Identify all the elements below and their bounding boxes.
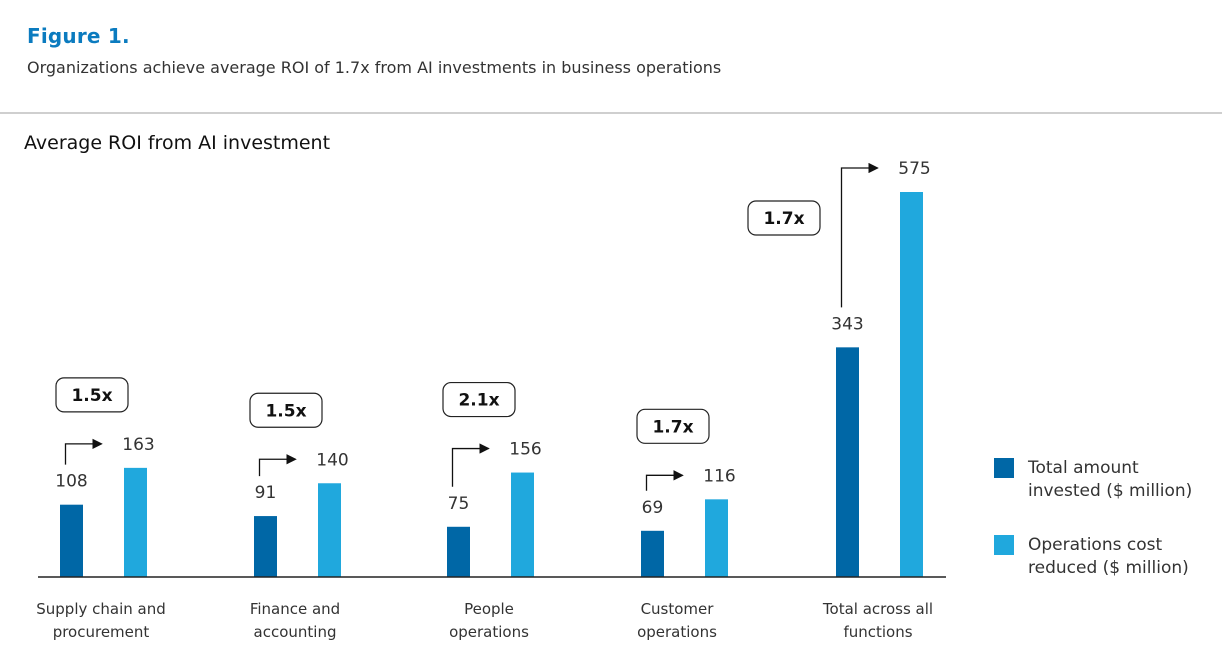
roi-badge — [442, 381, 516, 418]
bar-invested — [60, 504, 83, 577]
value-label-invested: 69 — [642, 498, 664, 518]
value-label-invested: 91 — [255, 483, 277, 503]
bar-cost-reduced — [900, 192, 923, 577]
bar-invested — [447, 526, 470, 577]
value-label-invested: 75 — [448, 494, 470, 514]
category-label: procurement — [53, 623, 150, 641]
legend-label: Operations cost — [1028, 535, 1162, 555]
roi-badge — [636, 408, 710, 444]
bar-invested — [836, 347, 859, 577]
roi-badge-label: 1.7x — [763, 209, 804, 229]
value-label-cost-reduced: 156 — [509, 440, 541, 460]
roi-badge-label: 2.1x — [458, 391, 499, 411]
roi-badge — [249, 392, 323, 428]
category-label: Total across all — [822, 600, 933, 618]
figure-subtitle: Organizations achieve average ROI of 1.7… — [27, 58, 722, 77]
legend-label: reduced ($ million) — [1028, 558, 1189, 578]
bar-cost-reduced — [318, 483, 341, 577]
roi-badge — [747, 200, 821, 236]
bar-invested — [254, 516, 277, 577]
value-label-invested: 343 — [831, 314, 863, 334]
roi-badge-label: 1.7x — [652, 417, 693, 437]
bar-cost-reduced — [511, 472, 534, 577]
category-label: People — [464, 600, 514, 618]
category-label: operations — [449, 623, 529, 641]
category-label: accounting — [254, 623, 337, 641]
category-label: functions — [843, 623, 912, 641]
roi-badge-label: 1.5x — [71, 386, 112, 406]
roi-badge-label: 1.5x — [265, 401, 306, 421]
growth-arrow-icon — [645, 470, 684, 491]
legend-label: Total amount — [1027, 458, 1139, 478]
chart-title: Average ROI from AI investment — [24, 132, 331, 154]
growth-arrow-icon — [451, 443, 490, 487]
value-label-invested: 108 — [55, 472, 87, 492]
growth-arrow-icon — [258, 454, 297, 477]
legend-swatch — [994, 535, 1014, 555]
growth-arrow-icon — [840, 162, 879, 308]
category-label: operations — [637, 623, 717, 641]
category-label: Customer — [641, 600, 715, 618]
value-label-cost-reduced: 575 — [898, 159, 930, 179]
legend-label: invested ($ million) — [1028, 481, 1192, 501]
roi-badge — [55, 377, 129, 413]
bar-invested — [641, 530, 664, 577]
value-label-cost-reduced: 140 — [316, 450, 348, 470]
value-label-cost-reduced: 116 — [703, 466, 735, 486]
category-label: Supply chain and — [36, 600, 166, 618]
divider — [0, 112, 1222, 114]
figure-label: Figure 1. — [27, 24, 130, 48]
growth-arrow-icon — [64, 438, 103, 465]
category-label: Finance and — [250, 600, 340, 618]
bar-cost-reduced — [124, 467, 147, 577]
value-label-cost-reduced: 163 — [122, 435, 154, 455]
bar-cost-reduced — [705, 499, 728, 577]
legend-swatch — [994, 458, 1014, 478]
